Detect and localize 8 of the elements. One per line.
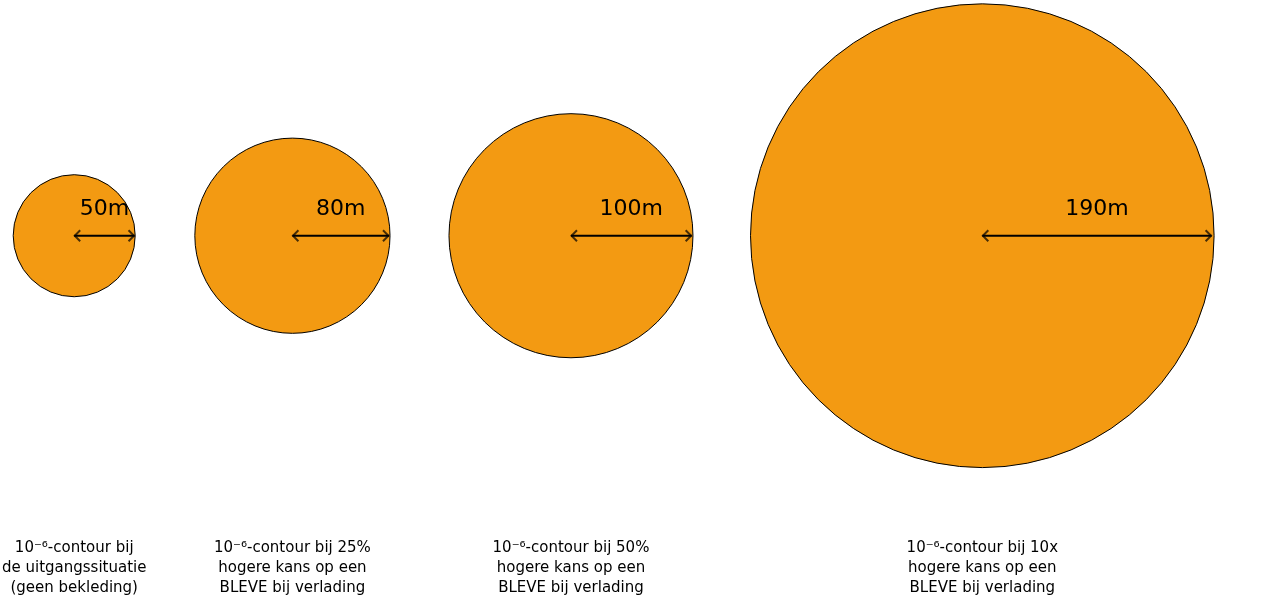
data-label: 50m: [79, 194, 130, 220]
category-label: 10⁻⁶-contour bij 25% hogere kans op een BLEVE bij verlading: [214, 538, 371, 596]
data-label: 100m: [599, 194, 664, 220]
category-label: 10⁻⁶-contour bij 10x hogere kans op een BLEVE bij verlading: [906, 538, 1059, 596]
data-label: 190m: [1065, 194, 1129, 220]
category-label: 10⁻⁶-contour bij 50% hogere kans op een BLEVE bij verlading: [492, 538, 650, 596]
category-label: 10⁻⁶-contour bij de uitgangssituatie (geen bekleding): [1, 538, 147, 596]
data-label: 80m: [315, 194, 366, 220]
